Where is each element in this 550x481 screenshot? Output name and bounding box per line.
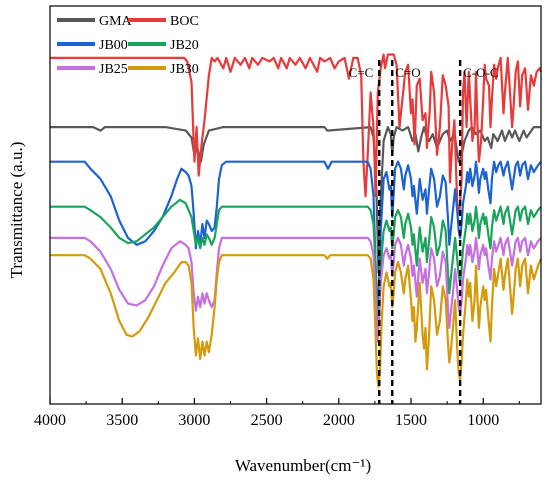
annotation-label: C=C xyxy=(349,65,374,80)
plot-frame xyxy=(49,5,542,405)
annotation-label: C=O xyxy=(395,65,420,80)
series-line-boc xyxy=(50,53,543,215)
series-line-jb25 xyxy=(50,236,542,343)
x-tick-label: 3500 xyxy=(106,412,138,429)
x-tick-label: 2000 xyxy=(323,412,355,429)
x-tick-label: 1500 xyxy=(395,412,427,429)
y-axis-label: Transmittance (a.u.) xyxy=(7,142,26,279)
x-tick-label: 1000 xyxy=(467,412,499,429)
x-tick-label: 2500 xyxy=(251,412,283,429)
legend-label-jb00: JB00 xyxy=(99,38,128,53)
x-tick-label: 3000 xyxy=(178,412,210,429)
series-line-jb00 xyxy=(50,160,542,316)
x-axis-label: Wavenumber(cm⁻¹) xyxy=(235,456,371,475)
legend-label-jb25: JB25 xyxy=(99,62,128,77)
legend-label-jb30: JB30 xyxy=(170,62,199,77)
legend-label-jb20: JB20 xyxy=(170,38,199,53)
annotation-label: C-O-C xyxy=(463,65,498,80)
legend-label-boc: BOC xyxy=(170,14,199,29)
series-line-gma xyxy=(50,126,541,274)
axes: 4000 3500 3000 2500 2000 1500 1000 xyxy=(34,5,542,429)
legend: GMA BOC JB00 JB20 JB25 JB30 xyxy=(57,14,199,77)
x-tick-label: 4000 xyxy=(34,412,66,429)
plot-area xyxy=(50,53,543,388)
series-line-jb30 xyxy=(50,254,543,388)
series-line-jb20 xyxy=(50,198,542,322)
annotations: C=C C=O C-O-C xyxy=(349,60,499,404)
legend-label-gma: GMA xyxy=(99,14,133,29)
